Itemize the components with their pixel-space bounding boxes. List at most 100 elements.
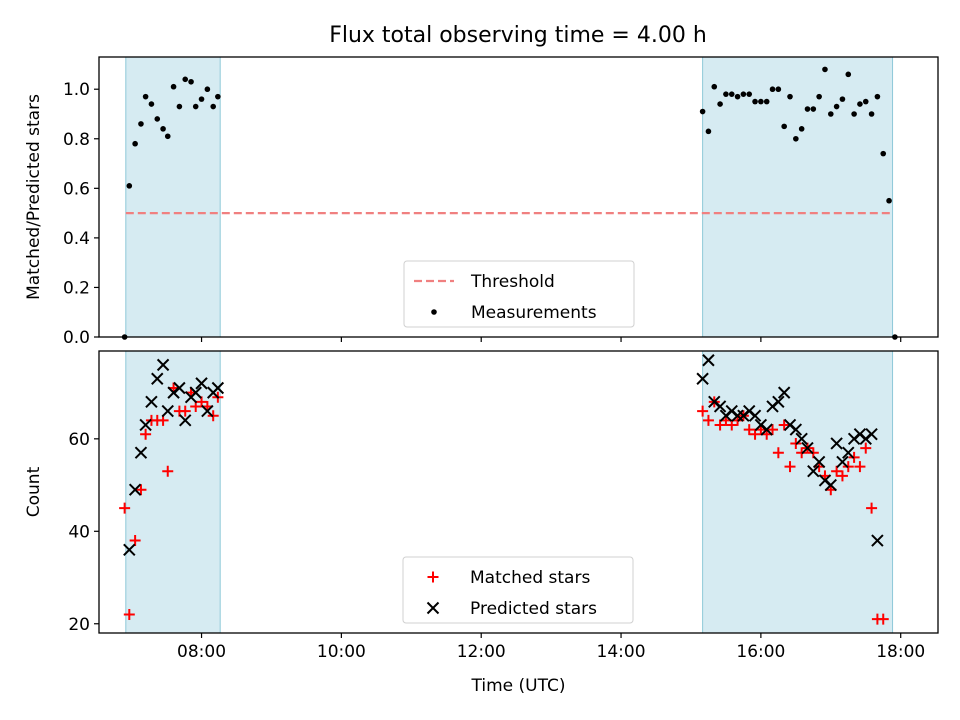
predicted-star-point bbox=[731, 409, 744, 422]
measurement-point bbox=[160, 126, 166, 132]
measurement-point bbox=[198, 96, 205, 102]
predicted-star-point bbox=[807, 464, 820, 478]
measurement-point bbox=[798, 126, 805, 132]
legend: Threshold Measurements bbox=[403, 260, 635, 328]
measurement-point bbox=[763, 98, 770, 105]
chart-title: Flux total observing time = 4.00 h bbox=[329, 23, 707, 48]
measurement-point bbox=[142, 93, 149, 100]
matched-star-point bbox=[854, 461, 866, 473]
matched-star-point bbox=[836, 470, 848, 482]
predicted-star-point bbox=[795, 432, 808, 446]
predicted-star-point bbox=[842, 446, 855, 459]
measurement-point bbox=[775, 86, 782, 93]
x-tick-label: 10:00 bbox=[317, 642, 366, 662]
measurement-point bbox=[138, 121, 144, 127]
measurement-point bbox=[148, 101, 155, 107]
measurement-point bbox=[769, 86, 776, 93]
matched-star-point bbox=[860, 442, 872, 454]
predicted-star-point bbox=[123, 543, 136, 556]
predicted-star-point bbox=[128, 483, 142, 496]
predicted-star-point bbox=[139, 418, 152, 432]
axes-frame bbox=[98, 350, 939, 634]
predicted-star-point bbox=[189, 386, 202, 399]
matched-star-point bbox=[119, 502, 131, 514]
measurement-point bbox=[804, 106, 811, 112]
measurement-point bbox=[699, 108, 706, 115]
legend-label: Matched stars bbox=[470, 568, 590, 588]
matched-star-point bbox=[784, 461, 796, 473]
legend-swatch-measurements bbox=[431, 309, 437, 315]
measurement-point bbox=[705, 128, 712, 135]
measurement-point bbox=[793, 135, 799, 142]
measurement-point bbox=[810, 106, 817, 112]
measurement-point bbox=[176, 103, 183, 110]
predicted-star-point bbox=[161, 404, 174, 418]
y-tick-label: 20 bbox=[68, 615, 90, 635]
matched-star-point bbox=[179, 405, 191, 417]
matched-star-point bbox=[772, 447, 784, 459]
matched-star-point bbox=[778, 419, 790, 431]
measurement-point bbox=[787, 93, 793, 100]
y-axis-label: Matched/Predicted stars bbox=[24, 94, 44, 300]
observing-window bbox=[702, 56, 894, 338]
x-tick-label: 18:00 bbox=[876, 642, 925, 662]
measurement-point bbox=[164, 133, 171, 140]
y-tick-label: 0.4 bbox=[63, 229, 90, 249]
measurement-point bbox=[728, 91, 735, 97]
predicted-star-point bbox=[211, 381, 225, 395]
x-tick-label: 14:00 bbox=[597, 642, 646, 662]
measurement-point bbox=[845, 71, 852, 78]
predicted-star-point bbox=[195, 377, 208, 390]
predicted-star-point bbox=[748, 409, 762, 422]
measurement-point bbox=[188, 78, 194, 85]
predicted-star-point bbox=[173, 381, 186, 395]
y-tick-label: 40 bbox=[68, 522, 90, 542]
measurement-point bbox=[851, 111, 857, 117]
predicted-star-point bbox=[179, 414, 192, 427]
predicted-star-point bbox=[760, 423, 773, 436]
matched-star-point bbox=[767, 424, 779, 436]
x-tick-label: 12:00 bbox=[457, 642, 506, 662]
matched-star-point bbox=[726, 419, 738, 431]
legend-frame bbox=[403, 260, 635, 328]
x-axis-label: Time (UTC) bbox=[471, 676, 566, 696]
measurement-point bbox=[874, 93, 881, 100]
predicted-star-point bbox=[713, 400, 727, 413]
measurement-point bbox=[746, 91, 753, 97]
measurement-point bbox=[752, 98, 758, 105]
matched-star-point bbox=[123, 609, 135, 621]
predicted-star-point bbox=[777, 386, 791, 399]
y-axis-label: Count bbox=[24, 466, 44, 517]
x-tick-label: 08:00 bbox=[177, 642, 226, 662]
matched-star-point bbox=[196, 396, 208, 408]
y-tick-label: 1.0 bbox=[63, 80, 90, 100]
predicted-star-point bbox=[865, 428, 878, 441]
predicted-star-point bbox=[871, 534, 884, 547]
predicted-star-point bbox=[836, 455, 849, 469]
predicted-star-point bbox=[772, 395, 785, 409]
observing-window bbox=[702, 350, 894, 634]
matched-star-point bbox=[877, 613, 889, 625]
legend-label: Threshold bbox=[470, 272, 555, 292]
measurement-point bbox=[740, 91, 747, 97]
y-tick-label: 0.6 bbox=[63, 179, 90, 199]
measurement-point bbox=[833, 103, 840, 110]
measurement-point bbox=[827, 111, 834, 117]
legend-label: Predicted stars bbox=[470, 599, 597, 619]
count-panel: 20 40 60 08:00 10:00 12:00 14:00 16:00 18:00 Coun… bbox=[24, 350, 939, 696]
predicted-star-point bbox=[696, 372, 709, 385]
predicted-star-point bbox=[702, 354, 715, 367]
legend-swatch-predicted bbox=[426, 601, 440, 615]
matched-star-point bbox=[866, 502, 878, 514]
measurement-point bbox=[862, 98, 869, 105]
matched-star-point bbox=[749, 428, 761, 440]
measurement-point bbox=[132, 140, 138, 147]
legend-label: Measurements bbox=[471, 303, 597, 323]
measurement-point bbox=[210, 103, 216, 110]
y-tick-label: 0.0 bbox=[63, 328, 90, 348]
predicted-star-point bbox=[156, 358, 170, 372]
predicted-star-point bbox=[789, 423, 803, 436]
predicted-star-point bbox=[812, 455, 826, 469]
matched-star-point bbox=[714, 419, 726, 431]
